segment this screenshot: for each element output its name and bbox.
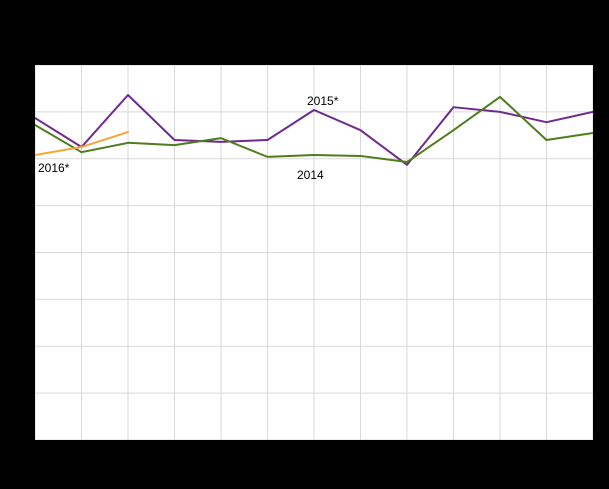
series-label-2014: 2014 [297, 168, 324, 182]
line-chart-svg [35, 65, 593, 440]
plot-area: 2015* 2014 2016* [35, 65, 593, 440]
series-label-2015: 2015* [307, 94, 339, 108]
series-label-2016: 2016* [38, 161, 70, 175]
